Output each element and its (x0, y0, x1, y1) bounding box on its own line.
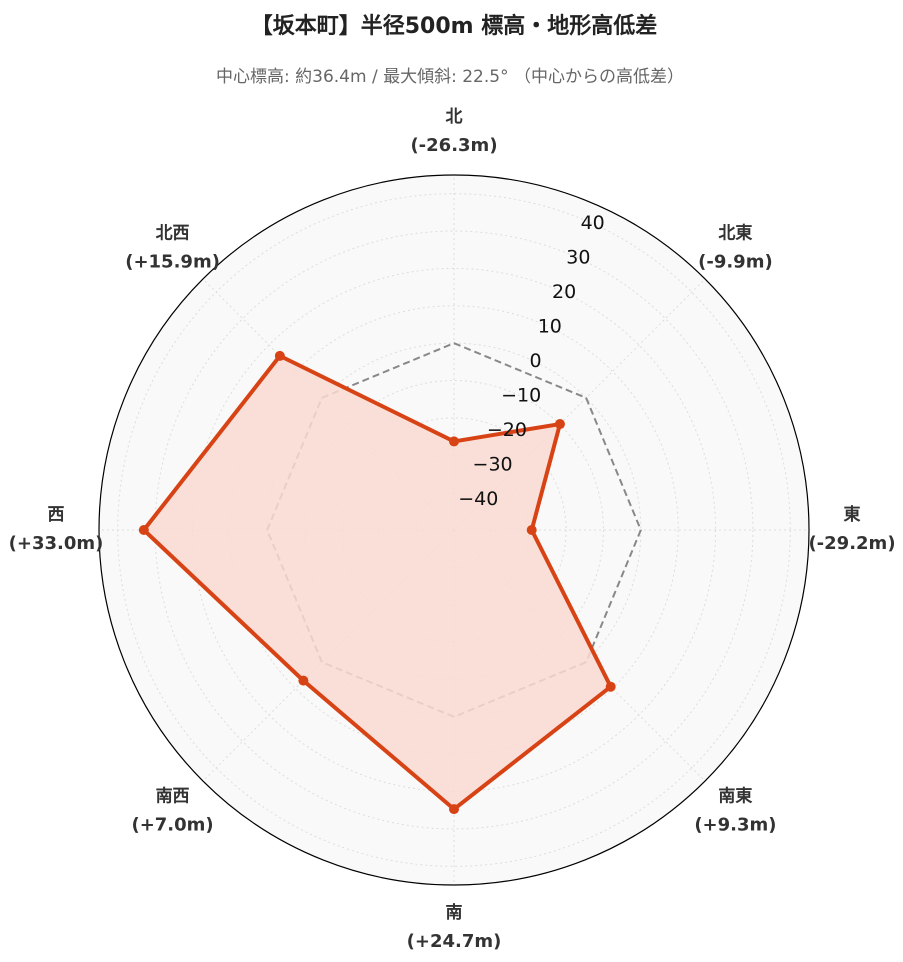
grid-spoke (453, 529, 706, 782)
grid-circle (154, 230, 754, 830)
chart-title: 【坂本町】半径500m 標高・地形高低差 (251, 13, 658, 39)
data-point (449, 804, 459, 815)
category-value-label: (+9.3m) (694, 814, 776, 835)
category-value-label: (+24.7m) (407, 931, 502, 952)
y-tick-label: 30 (566, 246, 590, 268)
category-label: 南西 (156, 785, 190, 806)
y-tick-label: 20 (552, 281, 576, 303)
category-label: 南東 (718, 785, 752, 806)
grid-circle (229, 305, 679, 755)
grid-spoke (453, 278, 706, 531)
data-point (554, 419, 565, 430)
grid-spoke (202, 529, 455, 782)
category-value-label: (+33.0m) (9, 533, 104, 554)
y-tick-label: −20 (487, 419, 527, 441)
category-value-label: (-26.3m) (410, 135, 497, 156)
y-tick-label: 0 (529, 350, 541, 372)
category-value-label: (+15.9m) (125, 252, 220, 273)
y-tick-label: −40 (458, 488, 498, 510)
y-tick-label: −10 (501, 384, 541, 406)
data-point (449, 436, 459, 447)
data-point (298, 675, 309, 686)
grid-circle (304, 380, 604, 680)
y-tick-label: 40 (581, 212, 605, 234)
data-point (138, 525, 149, 535)
category-value-label: (+7.0m) (131, 814, 213, 835)
category-label: 北 (446, 107, 463, 127)
chart-subtitle: 中心標高: 約36.4m / 最大傾斜: 22.5° （中心からの高低差） (216, 67, 684, 87)
data-point (605, 681, 616, 692)
y-tick-label: 10 (538, 315, 562, 337)
data-point (526, 525, 537, 535)
grid-spoke (202, 278, 455, 531)
category-label: 北西 (156, 224, 190, 244)
plot-border (98, 174, 810, 886)
category-label: 西 (48, 505, 65, 525)
category-label: 東 (844, 504, 861, 525)
category-value-label: (-9.9m) (698, 252, 773, 273)
y-tick-label: −30 (473, 453, 513, 475)
category-label: 南 (446, 902, 463, 923)
data-point (274, 350, 285, 361)
category-value-label: (-29.2m) (808, 533, 895, 554)
category-label: 北東 (718, 223, 752, 244)
